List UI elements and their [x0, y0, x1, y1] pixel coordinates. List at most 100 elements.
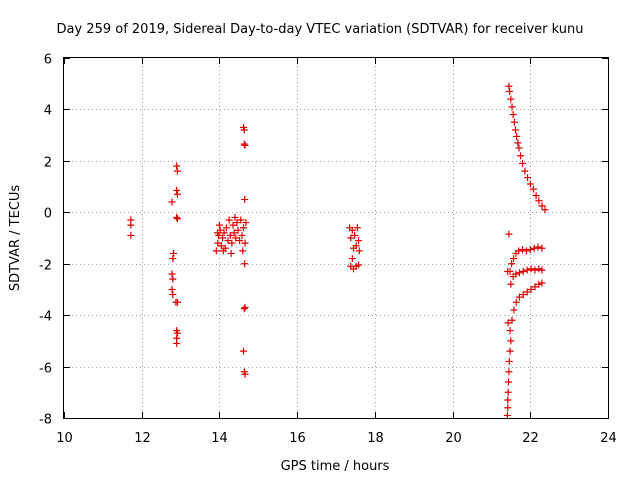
- data-point: [352, 242, 360, 250]
- data-point: [355, 261, 363, 269]
- grid-lines: [64, 58, 608, 418]
- data-point: [241, 370, 249, 378]
- data-point: [509, 111, 517, 119]
- data-point: [169, 275, 177, 283]
- data-point: [228, 239, 236, 247]
- y-axis-label: SDTVAR / TECUs: [8, 185, 23, 292]
- data-point: [538, 266, 546, 274]
- y-tick-label: -6: [39, 362, 52, 377]
- data-point: [351, 231, 359, 239]
- data-point: [240, 140, 248, 148]
- data-point: [530, 244, 538, 252]
- data-point: [348, 226, 356, 234]
- data-point: [541, 206, 549, 214]
- data-point: [504, 319, 512, 327]
- data-point: [241, 260, 249, 268]
- data-point: [527, 265, 535, 273]
- data-point: [505, 378, 513, 386]
- data-point: [240, 224, 248, 232]
- data-point: [503, 411, 511, 419]
- x-tick-label: 22: [522, 431, 539, 446]
- data-point: [173, 167, 181, 175]
- data-point: [515, 247, 523, 255]
- data-point: [241, 239, 249, 247]
- data-point: [504, 388, 512, 396]
- data-point: [505, 368, 513, 376]
- y-tick-label: 6: [44, 53, 52, 68]
- data-point: [229, 221, 237, 229]
- data-point: [512, 270, 520, 278]
- data-point: [173, 213, 181, 221]
- data-point: [515, 293, 523, 301]
- data-point: [510, 118, 518, 126]
- data-point: [217, 242, 225, 250]
- data-point: [515, 269, 523, 277]
- data-point: [515, 144, 523, 152]
- y-tick-label: 4: [44, 104, 52, 119]
- data-point: [526, 180, 534, 188]
- data-point: [507, 280, 515, 288]
- data-point: [213, 229, 221, 237]
- data-point: [506, 267, 514, 275]
- axis-ticks: [64, 58, 609, 419]
- data-point: [535, 280, 543, 288]
- data-point: [519, 267, 527, 275]
- data-point: [173, 162, 181, 170]
- data-point: [215, 221, 223, 229]
- data-point: [504, 396, 512, 404]
- data-point: [519, 291, 527, 299]
- y-tick-label: -4: [39, 310, 52, 325]
- data-point: [230, 229, 238, 237]
- data-point: [232, 234, 240, 242]
- data-point: [506, 347, 514, 355]
- data-point: [225, 216, 233, 224]
- data-point: [538, 279, 546, 287]
- data-point: [510, 306, 518, 314]
- data-point: [538, 244, 546, 252]
- data-point: [507, 95, 515, 103]
- data-point: [238, 231, 246, 239]
- x-tick-label: 12: [134, 431, 151, 446]
- data-point: [355, 237, 363, 245]
- data-point: [241, 303, 249, 311]
- data-point: [504, 404, 512, 412]
- data-point: [169, 255, 177, 263]
- data-point: [514, 139, 522, 147]
- data-point: [506, 327, 514, 335]
- data-point: [507, 337, 515, 345]
- data-point: [510, 255, 518, 263]
- data-point: [224, 237, 232, 245]
- data-point: [534, 243, 542, 251]
- data-point: [222, 224, 230, 232]
- data-point: [220, 229, 228, 237]
- data-point: [519, 159, 527, 167]
- data-point: [506, 87, 514, 95]
- data-point: [173, 215, 181, 223]
- data-point: [508, 316, 516, 324]
- data-point: [242, 219, 250, 227]
- data-point: [173, 329, 181, 337]
- data-point: [538, 202, 546, 210]
- data-point: [226, 231, 234, 239]
- data-point: [512, 126, 520, 134]
- data-point: [241, 141, 249, 149]
- data-point: [234, 226, 242, 234]
- data-point: [517, 152, 525, 160]
- y-tick-labels: -8 -6 -4 -2 0 2 4 6: [39, 53, 52, 428]
- data-point: [240, 126, 248, 134]
- data-point: [355, 247, 363, 255]
- y-tick-label: 0: [44, 207, 52, 222]
- x-tick-label: 18: [367, 431, 384, 446]
- data-point: [519, 246, 527, 254]
- data-point: [505, 230, 513, 238]
- data-point: [522, 247, 530, 255]
- data-point: [531, 283, 539, 291]
- data-point: [532, 192, 540, 200]
- data-point: [348, 255, 356, 263]
- data-point: [513, 132, 521, 140]
- data-points: [127, 82, 549, 419]
- data-point: [241, 195, 249, 203]
- x-tick-labels: 10 12 14 16 18 20 22 24: [56, 431, 617, 446]
- plot-frame: [63, 57, 609, 419]
